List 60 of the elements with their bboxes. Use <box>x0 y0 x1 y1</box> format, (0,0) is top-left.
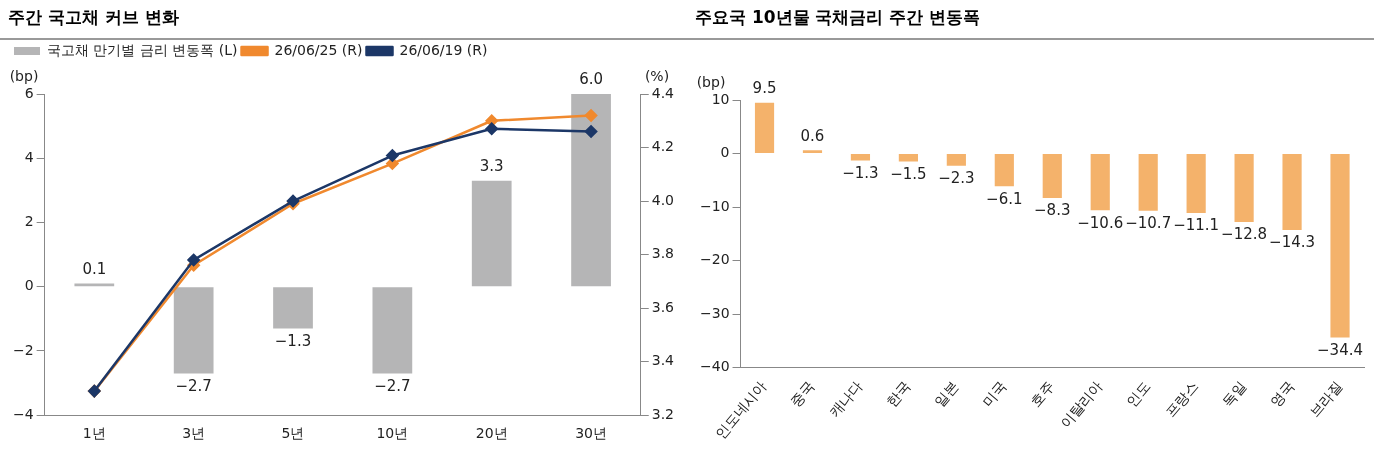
x-tick-label: 미국 <box>979 377 1010 410</box>
data-label: −12.8 <box>1221 225 1268 244</box>
x-tick-label: 인도 <box>1123 377 1154 410</box>
data-label: −8.3 <box>1034 201 1071 220</box>
data-label: −2.7 <box>374 376 411 395</box>
x-tick-label: 독일 <box>1218 377 1250 410</box>
legend-label: 26/06/25 (R) <box>274 41 363 58</box>
y2-tick-label: 4.4 <box>651 84 675 101</box>
data-label: −1.5 <box>890 164 927 183</box>
data-label: 0.1 <box>82 259 107 278</box>
legend-label: 26/06/19 (R) <box>399 41 488 58</box>
y2-axis-title: (%) <box>644 67 670 84</box>
y-tick-label: −30 <box>700 304 730 321</box>
y2-tick-label: 3.2 <box>651 405 674 422</box>
y-tick-label: −10 <box>700 197 730 214</box>
y2-tick-label: 3.6 <box>651 298 675 315</box>
y-axis-title: (bp) <box>696 73 726 90</box>
y-tick-label: 4 <box>24 148 34 165</box>
x-tick-label: 30년 <box>575 425 607 442</box>
y2-tick-label: 3.8 <box>651 245 674 262</box>
x-tick-label: 일본 <box>931 377 962 410</box>
x-tick-label: 영국 <box>1266 377 1298 410</box>
x-tick-label: 호주 <box>1027 377 1058 410</box>
x-tick-label: 10년 <box>376 425 409 442</box>
data-label: −2.7 <box>175 376 212 395</box>
y-tick-label: 6 <box>24 84 34 101</box>
data-label: −14.3 <box>1269 233 1316 252</box>
y2-tick-label: 4.0 <box>651 191 674 208</box>
y2-tick-label: 4.2 <box>651 138 674 155</box>
x-tick-label: 중국 <box>787 377 818 410</box>
x-tick-label: 5년 <box>281 425 305 442</box>
y-axis-title: (bp) <box>9 67 39 84</box>
legend-label: 국고채 만기별 금리 변동폭 (L) <box>47 41 238 58</box>
y-tick-label: 0 <box>24 277 34 294</box>
data-label: −6.1 <box>986 189 1023 208</box>
data-label: 9.5 <box>752 79 777 98</box>
data-label: −10.6 <box>1077 213 1124 232</box>
data-label: −1.3 <box>842 163 879 182</box>
y-tick-label: 10 <box>711 90 730 107</box>
y-tick-label: 2 <box>24 213 34 230</box>
x-tick-label: 3년 <box>182 425 206 442</box>
x-tick-label: 20년 <box>475 425 508 442</box>
data-label: 0.6 <box>800 126 825 145</box>
y-tick-label: −4 <box>13 405 34 422</box>
data-label: 6.0 <box>579 70 603 89</box>
x-tick-label: 1년 <box>82 425 106 442</box>
y-tick-label: −20 <box>700 251 730 268</box>
data-label: −34.4 <box>1317 341 1364 359</box>
data-label: −2.3 <box>938 169 975 188</box>
data-label: 3.3 <box>479 157 504 176</box>
y2-tick-label: 3.4 <box>651 352 675 369</box>
y-tick-label: −2 <box>13 341 34 358</box>
x-tick-label: 한국 <box>883 377 914 410</box>
data-label: −10.7 <box>1125 214 1172 233</box>
y-tick-label: −40 <box>700 358 730 375</box>
chart-title: 주요국 10년물 국채금리 주간 변동폭 <box>687 0 1374 40</box>
y-tick-label: 0 <box>720 144 730 161</box>
data-label: −11.1 <box>1173 216 1220 235</box>
data-label: −1.3 <box>274 331 312 350</box>
chart-title: 주간 국고채 커브 변화 <box>0 0 687 40</box>
